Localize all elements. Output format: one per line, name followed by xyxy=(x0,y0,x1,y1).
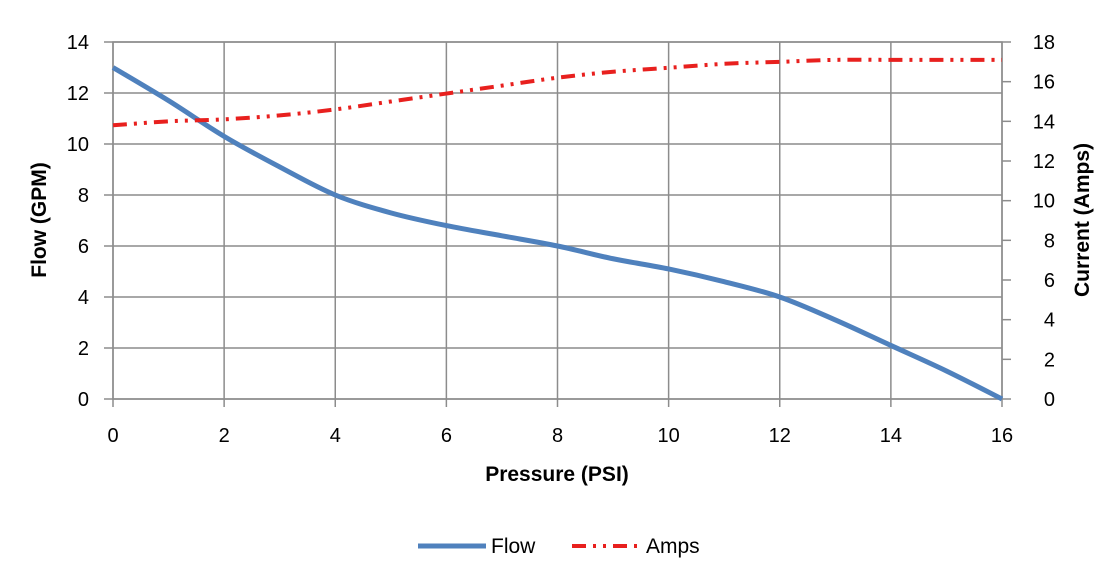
legend-amps-label: Amps xyxy=(646,535,700,558)
y2-tick-label: 14 xyxy=(1033,111,1055,133)
legend: Flow Amps xyxy=(418,535,700,558)
x-tick-label: 14 xyxy=(880,425,902,447)
y2-tick-label: 8 xyxy=(1044,230,1055,252)
x-tick-label: 4 xyxy=(330,425,341,447)
y2-tick-label: 6 xyxy=(1044,270,1055,292)
y2-tick-label: 0 xyxy=(1044,389,1055,411)
y-axis-title: Flow (GPM) xyxy=(28,162,51,277)
y-tick-label: 0 xyxy=(78,389,89,411)
x-tick-label: 0 xyxy=(107,425,118,447)
grid-lines xyxy=(104,41,1011,407)
y2-tick-label: 2 xyxy=(1044,349,1055,371)
y2-tick-label: 10 xyxy=(1033,191,1055,213)
series-lines xyxy=(111,57,1004,402)
y-tick-label: 12 xyxy=(67,83,89,105)
series-line-flow xyxy=(111,65,1004,402)
y2-tick-label: 4 xyxy=(1044,310,1055,332)
x-axis-title: Pressure (PSI) xyxy=(485,463,629,486)
y-tick-label: 6 xyxy=(78,236,89,258)
y-tick-label: 10 xyxy=(67,134,89,156)
x-tick-label: 10 xyxy=(658,425,680,447)
y-tick-label: 14 xyxy=(67,32,89,54)
x-tick-label: 2 xyxy=(219,425,230,447)
x-tick-label: 12 xyxy=(769,425,791,447)
legend-flow-label: Flow xyxy=(491,535,536,558)
y-tick-label: 8 xyxy=(78,185,89,207)
series-line-amps xyxy=(112,57,1002,128)
y-tick-label: 2 xyxy=(78,338,89,360)
x-tick-label: 16 xyxy=(991,425,1013,447)
y2-tick-label: 16 xyxy=(1033,72,1055,94)
y2-tick-label: 18 xyxy=(1033,32,1055,54)
x-tick-label: 8 xyxy=(552,425,563,447)
y2-tick-label: 12 xyxy=(1033,151,1055,173)
y-tick-label: 4 xyxy=(78,287,89,309)
y2-axis-title: Current (Amps) xyxy=(1071,143,1094,297)
x-tick-label: 6 xyxy=(441,425,452,447)
tick-labels: 0 2 4 6 8 10 12 14 16 0 2 4 6 8 10 12 14 0 2 4 6 8 10 12 14 16 18 xyxy=(67,32,1055,447)
plot-frame xyxy=(112,41,1003,400)
